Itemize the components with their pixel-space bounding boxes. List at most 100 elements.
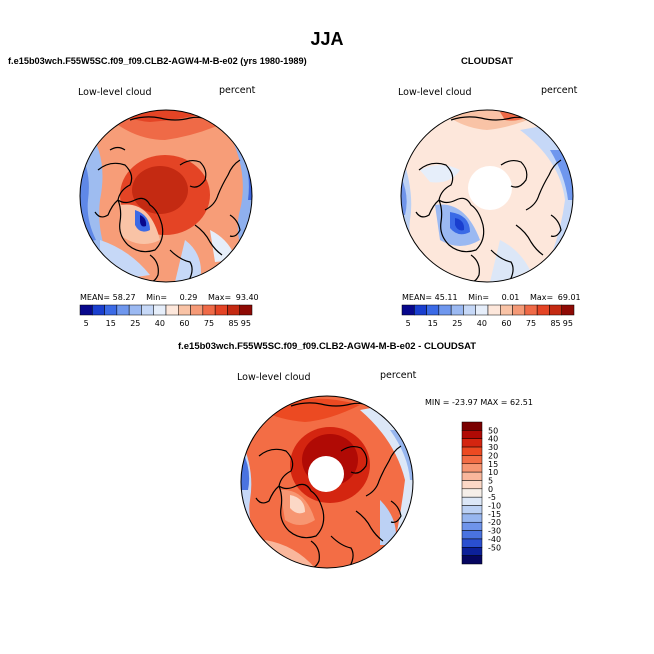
model-colorbar-swatch bbox=[104, 304, 118, 316]
diff-colorbar-tick-label: 40 bbox=[488, 435, 498, 444]
model-variable-label: Low-level cloud bbox=[78, 87, 152, 98]
model-colorbar-swatch bbox=[92, 304, 105, 316]
obs-min-label: Min= bbox=[468, 293, 490, 302]
model-colorbar-swatch bbox=[202, 304, 216, 316]
obs-variable-label: Low-level cloud bbox=[398, 87, 472, 98]
model-colorbar-tick-label: 60 bbox=[179, 319, 189, 328]
diff-colorbar-swatch bbox=[461, 446, 483, 456]
model-colorbar: 5 15 25 40 60 75 85 95 bbox=[79, 304, 253, 328]
model-colorbar-tick-label: 85 bbox=[228, 319, 238, 328]
diff-colorbar-tick-label: 0 bbox=[488, 485, 493, 494]
obs-colorbar-tick-label: 40 bbox=[477, 319, 487, 328]
model-colorbar-tick-label: 75 bbox=[204, 319, 214, 328]
diff-colorbar-swatch bbox=[461, 480, 483, 490]
diff-colorbar-swatch bbox=[461, 488, 483, 498]
model-colorbar-swatch bbox=[190, 304, 204, 316]
diff-colorbar-tick-label: 20 bbox=[488, 451, 498, 460]
obs-colorbar-swatch bbox=[475, 304, 489, 316]
obs-units-label: percent bbox=[541, 85, 578, 96]
model-stats: MEAN= 58.27 Min= 0.29 Max= 93.40 bbox=[80, 293, 259, 302]
diff-colorbar-swatch bbox=[461, 555, 483, 565]
diff-colorbar-tick-label: -20 bbox=[488, 518, 501, 527]
diff-units-label: percent bbox=[380, 370, 417, 381]
model-colorbar-tick-label: 5 bbox=[84, 319, 89, 328]
diff-colorbar-tick-label: -15 bbox=[488, 510, 501, 519]
obs-colorbar-swatch bbox=[549, 304, 562, 316]
diff-colorbar-swatch bbox=[461, 421, 483, 431]
model-mean-value: 58.27 bbox=[112, 293, 136, 302]
obs-colorbar: 5 15 25 40 60 75 85 95 bbox=[401, 304, 575, 328]
obs-colorbar-tick-label: 85 bbox=[550, 319, 560, 328]
diff-colorbar-tick-label: -50 bbox=[488, 543, 501, 552]
model-panel-header: f.e15b03wch.F55W5SC.f09_f09.CLB2-AGW4-M-… bbox=[8, 56, 307, 66]
obs-colorbar-swatch bbox=[487, 304, 501, 316]
diff-variable-label: Low-level cloud bbox=[237, 372, 311, 383]
diff-colorbar-tick-label: -30 bbox=[488, 527, 501, 536]
diff-colorbar-swatch bbox=[461, 496, 483, 506]
obs-mean-value: 45.11 bbox=[434, 293, 458, 302]
diff-colorbar-tick-label: 10 bbox=[488, 468, 498, 477]
model-min-value: 0.29 bbox=[179, 293, 198, 302]
obs-colorbar-swatch bbox=[524, 304, 538, 316]
obs-colorbar-swatch bbox=[536, 304, 550, 316]
model-colorbar-swatch bbox=[178, 304, 191, 316]
obs-colorbar-swatch bbox=[414, 304, 427, 316]
diff-colorbar-tick-label: 30 bbox=[488, 443, 498, 452]
obs-max-value: 69.01 bbox=[557, 293, 581, 302]
obs-colorbar-swatch bbox=[463, 304, 476, 316]
obs-colorbar-tick-label: 60 bbox=[501, 319, 511, 328]
model-colorbar-swatch bbox=[79, 304, 93, 316]
obs-colorbar-swatch bbox=[450, 304, 464, 316]
obs-colorbar-swatch bbox=[561, 304, 575, 316]
obs-colorbar-swatch bbox=[500, 304, 513, 316]
obs-colorbar-swatch bbox=[438, 304, 452, 316]
model-colorbar-swatch bbox=[239, 304, 253, 316]
diff-panel-header: f.e15b03wch.F55W5SC.f09_f09.CLB2-AGW4-M-… bbox=[177, 341, 477, 352]
obs-mean-label: MEAN= bbox=[402, 293, 433, 302]
page-title: JJA bbox=[310, 29, 344, 49]
obs-colorbar-tick-label: 5 bbox=[406, 319, 411, 328]
model-max-value: 93.40 bbox=[235, 293, 259, 302]
model-colorbar-tick-label: 95 bbox=[241, 319, 251, 328]
obs-colorbar-swatch bbox=[401, 304, 415, 316]
diff-colorbar-swatch bbox=[461, 521, 483, 531]
obs-colorbar-swatch bbox=[426, 304, 440, 316]
model-colorbar-swatch bbox=[227, 304, 240, 316]
model-colorbar-swatch bbox=[128, 304, 142, 316]
model-colorbar-tick-label: 40 bbox=[155, 319, 165, 328]
diff-colorbar-swatch bbox=[461, 547, 483, 556]
model-colorbar-tick-label: 25 bbox=[130, 319, 140, 328]
diff-colorbar-swatch bbox=[461, 505, 483, 515]
obs-colorbar-swatch bbox=[512, 304, 526, 316]
model-colorbar-swatch bbox=[165, 304, 179, 316]
diff-colorbar-swatch bbox=[461, 530, 483, 540]
diff-colorbar-swatch bbox=[461, 455, 483, 465]
model-colorbar-swatch bbox=[116, 304, 130, 316]
obs-stats: MEAN= 45.11 Min= 0.01 Max= 69.01 bbox=[402, 293, 581, 302]
diff-colorbar-swatch bbox=[461, 438, 483, 448]
diff-colorbar-swatch bbox=[461, 463, 483, 473]
diff-colorbar-swatch bbox=[461, 471, 483, 481]
model-colorbar-swatch bbox=[141, 304, 154, 316]
model-max-label: Max= bbox=[207, 293, 232, 302]
diff-colorbar-tick-label: -5 bbox=[488, 493, 496, 502]
obs-colorbar-tick-label: 25 bbox=[452, 319, 462, 328]
model-colorbar-swatch bbox=[153, 304, 167, 316]
diff-colorbar-swatch bbox=[461, 538, 483, 548]
obs-max-label: Max= bbox=[529, 293, 554, 302]
obs-panel-header: CLOUDSAT bbox=[460, 56, 514, 67]
model-units-label: percent bbox=[219, 85, 256, 96]
model-map bbox=[79, 109, 253, 283]
diff-minmax: MIN = -23.97 MAX = 62.51 bbox=[425, 398, 533, 407]
obs-colorbar-tick-label: 95 bbox=[563, 319, 573, 328]
obs-colorbar-tick-label: 75 bbox=[526, 319, 536, 328]
model-colorbar-tick-label: 15 bbox=[106, 319, 116, 328]
diff-colorbar-tick-label: 15 bbox=[488, 460, 498, 469]
model-mean-label: MEAN= bbox=[80, 293, 111, 302]
obs-map bbox=[400, 109, 574, 283]
diff-colorbar-tick-label: 5 bbox=[488, 476, 493, 485]
diff-colorbar-swatch bbox=[461, 513, 483, 523]
obs-min-value: 0.01 bbox=[501, 293, 520, 302]
